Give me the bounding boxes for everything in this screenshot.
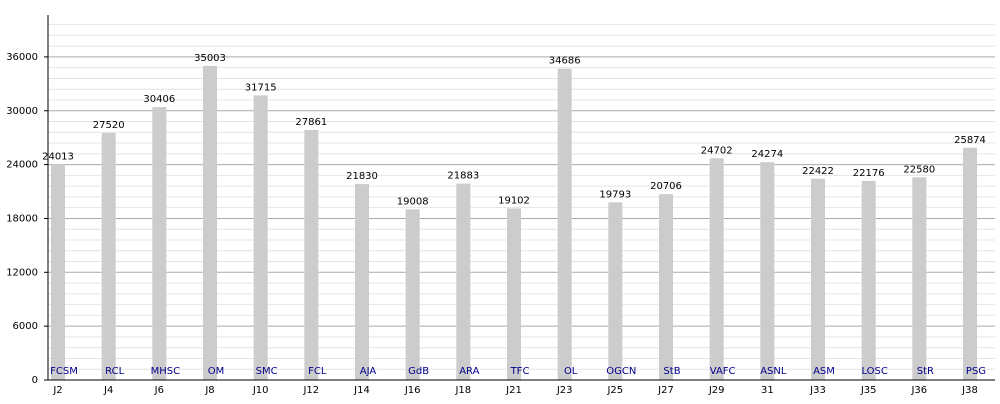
value-label: 35003 <box>194 53 226 64</box>
y-tick-label: 30000 <box>6 106 38 117</box>
bar <box>557 68 572 381</box>
x-tick-label: 31 <box>761 385 774 396</box>
value-label: 24013 <box>42 151 74 162</box>
x-tick-label: J36 <box>910 385 927 396</box>
value-label: 27520 <box>93 120 125 131</box>
opponent-label: TFC <box>510 366 530 377</box>
value-label: 31715 <box>245 82 277 93</box>
opponent-label: VAFC <box>710 366 736 377</box>
opponent-label: FCSM <box>50 366 78 377</box>
x-tick-label: J18 <box>454 385 471 396</box>
opponent-label: SMC <box>256 366 278 377</box>
x-tick-label: J2 <box>52 385 62 396</box>
x-tick-label: J6 <box>154 385 164 396</box>
y-tick-label: 36000 <box>6 52 38 63</box>
x-tick-label: J16 <box>404 385 421 396</box>
opponent-label: LOSC <box>861 366 887 377</box>
opponent-label: FCL <box>308 366 327 377</box>
y-tick-label: 24000 <box>6 160 38 171</box>
opponent-label: OL <box>564 366 578 377</box>
opponent-label: StB <box>663 366 680 377</box>
opponent-label: ARA <box>459 366 479 377</box>
x-tick-label: J4 <box>103 385 113 396</box>
bar <box>760 162 775 380</box>
bar <box>456 183 471 380</box>
opponent-label: GdB <box>408 366 429 377</box>
opponent-label: ASNL <box>760 366 787 377</box>
opponent-label: MHSC <box>151 366 180 377</box>
value-label: 19008 <box>397 196 429 207</box>
value-label: 22422 <box>802 166 834 177</box>
x-tick-label: J25 <box>606 385 623 396</box>
bar <box>304 129 319 380</box>
y-tick-label: 12000 <box>6 267 38 278</box>
x-tick-label: J23 <box>556 385 573 396</box>
bar <box>101 133 116 380</box>
bar <box>861 180 876 380</box>
bar <box>912 177 927 380</box>
bar <box>51 164 65 380</box>
x-tick-label: J33 <box>809 385 826 396</box>
opponent-label: RCL <box>105 366 124 377</box>
bar <box>963 147 977 380</box>
value-label: 20706 <box>650 181 682 192</box>
value-label: 21883 <box>447 171 479 182</box>
bar <box>709 158 724 380</box>
opponent-label: OM <box>208 366 225 377</box>
y-tick-label: 18000 <box>6 213 38 224</box>
opponent-label: ASM <box>813 366 835 377</box>
bar <box>203 65 217 380</box>
value-label: 19102 <box>498 196 530 207</box>
x-tick-label: J8 <box>204 385 214 396</box>
value-label: 22580 <box>903 164 935 175</box>
value-label: 19793 <box>599 189 631 200</box>
bar <box>152 107 167 381</box>
bar <box>253 95 268 380</box>
x-tick-label: J38 <box>961 385 978 396</box>
value-label: 24274 <box>751 149 783 160</box>
bar <box>608 202 623 380</box>
opponent-label: StR <box>917 366 934 377</box>
bar <box>811 178 825 380</box>
x-tick-label: J14 <box>353 385 370 396</box>
bar <box>659 194 673 380</box>
x-tick-label: J10 <box>252 385 269 396</box>
value-label: 24702 <box>701 145 733 156</box>
opponent-label: PSG <box>966 366 986 377</box>
x-tick-label: J27 <box>657 385 674 396</box>
bar <box>507 208 521 380</box>
y-tick-label: 6000 <box>13 321 38 332</box>
opponent-label: OGCN <box>606 366 636 377</box>
value-label: 27861 <box>295 117 327 128</box>
x-tick-label: J21 <box>505 385 522 396</box>
x-tick-label: J35 <box>860 385 877 396</box>
bar <box>355 184 369 380</box>
value-label: 21830 <box>346 171 378 182</box>
opponent-label: AJA <box>360 366 377 377</box>
value-label: 22176 <box>853 168 885 179</box>
bar <box>405 209 420 380</box>
x-tick-label: J29 <box>708 385 725 396</box>
y-tick-label: 0 <box>32 375 38 386</box>
x-tick-label: J12 <box>302 385 319 396</box>
value-label: 30406 <box>143 94 175 105</box>
value-label: 34686 <box>549 56 581 67</box>
value-label: 25874 <box>954 135 986 146</box>
